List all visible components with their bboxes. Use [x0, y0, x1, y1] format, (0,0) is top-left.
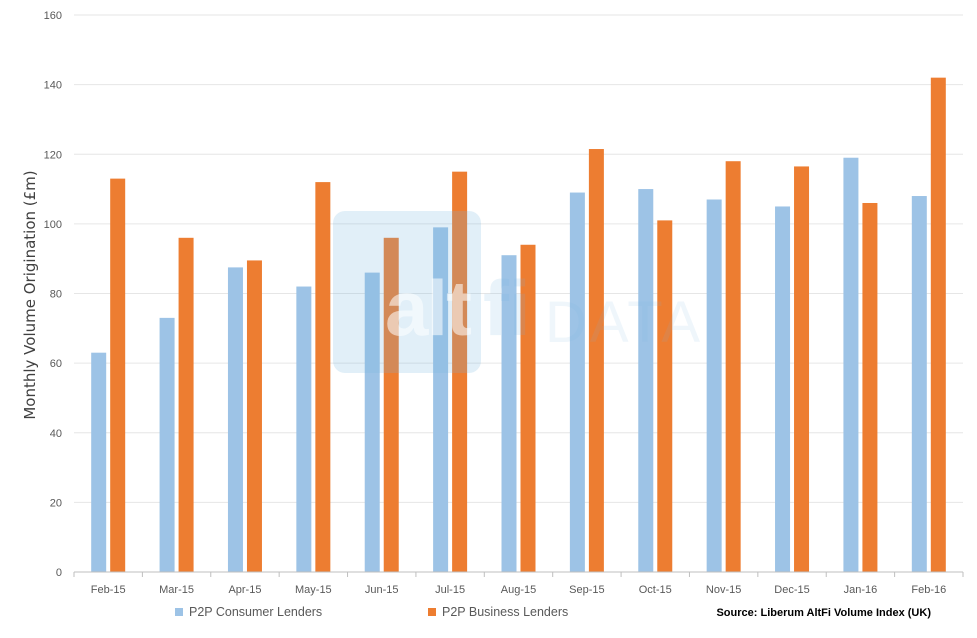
y-tick-label: 40	[50, 428, 62, 440]
gridlines	[74, 14, 963, 503]
x-tick-label: Dec-15	[774, 584, 809, 596]
bar-consumer	[91, 352, 107, 572]
x-tick-label: Sep-15	[569, 584, 604, 596]
x-tick-label: Jul-15	[435, 584, 465, 596]
bars	[91, 77, 946, 573]
bar-business	[452, 171, 468, 572]
bar-consumer	[638, 189, 654, 572]
bar-consumer	[364, 272, 380, 572]
x-tick-label: May-15	[295, 584, 332, 596]
bar-business	[315, 182, 331, 572]
bar-business	[862, 202, 878, 573]
bar-business	[930, 77, 946, 572]
y-tick-label: 120	[44, 149, 62, 161]
legend-item-consumer: P2P Consumer Lenders	[175, 605, 322, 619]
x-tick-label: Apr-15	[228, 584, 261, 596]
x-tick-label: Jan-16	[844, 584, 878, 596]
bar-business	[657, 220, 673, 573]
source-note: Source: Liberum AltFi Volume Index (UK)	[716, 607, 931, 619]
legend-label-business: P2P Business Lenders	[442, 605, 569, 619]
legend-label-consumer: P2P Consumer Lenders	[189, 605, 323, 619]
y-axis-label: Monthly Volume Origination (£m)	[21, 170, 39, 419]
bar-business	[178, 237, 194, 573]
bar-consumer	[569, 192, 585, 572]
bar-chart: 0 20 40 60 80 100 120 140 160 Feb-15 Mar-15 Apr-15 M…	[21, 10, 964, 596]
bar-consumer	[159, 317, 175, 572]
x-tick-label: Nov-15	[706, 584, 741, 596]
bar-consumer	[911, 196, 927, 572]
y-tick-label: 0	[56, 567, 62, 579]
legend-swatch-consumer	[175, 608, 183, 616]
x-tick-label: Feb-15	[91, 584, 126, 596]
x-tick-label: Feb-16	[911, 584, 946, 596]
bar-business	[520, 244, 536, 572]
y-tick-label: 60	[50, 358, 62, 370]
legend-item-business: P2P Business Lenders	[428, 605, 568, 619]
x-tick-label: Aug-15	[501, 584, 536, 596]
bar-business	[383, 237, 399, 573]
y-tick-label: 80	[50, 289, 62, 301]
bar-business	[794, 166, 810, 572]
legend-swatch-business	[428, 608, 436, 616]
y-tick-label: 100	[44, 219, 62, 231]
y-tick-label: 140	[44, 80, 62, 92]
bar-consumer	[501, 255, 517, 573]
y-tick-label: 20	[50, 497, 62, 509]
bar-business	[246, 260, 262, 572]
bar-consumer	[227, 267, 243, 572]
x-tick-label: Mar-15	[159, 584, 194, 596]
x-tick-label: Oct-15	[639, 584, 672, 596]
bar-consumer	[775, 206, 791, 572]
bar-business	[110, 178, 126, 572]
bar-consumer	[433, 227, 449, 572]
y-tick-label: 160	[44, 10, 62, 22]
bar-consumer	[296, 286, 312, 572]
x-tick-label: Jun-15	[365, 584, 399, 596]
bar-business	[725, 161, 741, 572]
bar-consumer	[706, 199, 722, 572]
axes: 0 20 40 60 80 100 120 140 160 Feb-15 Mar-15 Apr-15 M…	[44, 10, 964, 596]
bar-business	[588, 149, 604, 572]
bar-consumer	[843, 157, 859, 572]
